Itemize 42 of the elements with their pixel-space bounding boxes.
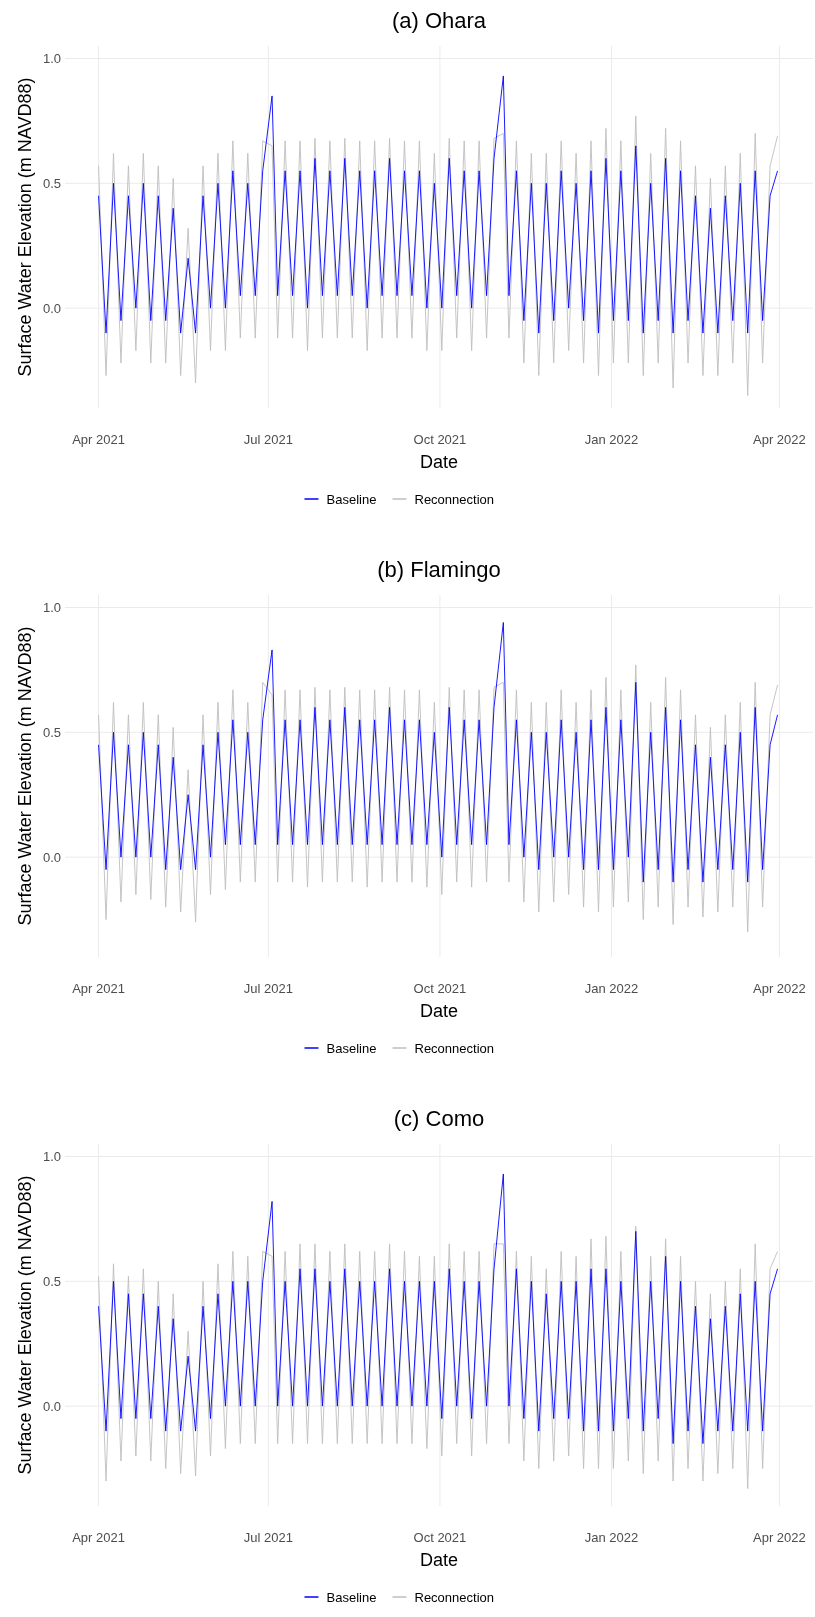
x-tick-label: Jul 2021 <box>243 432 293 447</box>
line-series <box>98 75 779 334</box>
x-tick-label: Apr 2022 <box>753 1530 806 1545</box>
legend-label: Reconnection <box>414 1589 494 1605</box>
x-tick-label: Apr 2022 <box>753 432 806 447</box>
x-tick-label: Apr 2021 <box>72 981 125 996</box>
x-tick-label: Jan 2022 <box>584 1530 639 1545</box>
line-series <box>98 1173 779 1445</box>
legend-label: Baseline <box>326 1040 377 1056</box>
chart-title: (c) Como <box>393 1106 485 1131</box>
y-tick-label: 0.5 <box>42 175 61 191</box>
line-series <box>98 622 779 883</box>
y-tick-label: 1.0 <box>42 600 61 616</box>
y-tick-label: 0.5 <box>42 724 61 740</box>
x-tick-label: Jul 2021 <box>243 981 293 996</box>
y-tick-label: 1.0 <box>42 1149 61 1165</box>
x-tick-label: Oct 2021 <box>413 1530 467 1545</box>
y-tick-label: 1.0 <box>42 51 61 67</box>
x-tick-label: Jan 2022 <box>584 981 639 996</box>
y-tick-label: 0.0 <box>42 300 61 316</box>
y-axis-title: Surface Water Elevation (m NAVD88) <box>15 1175 35 1475</box>
chart-title: (b) Flamingo <box>377 557 501 582</box>
x-axis-title: Date <box>419 452 459 472</box>
y-axis-title: Surface Water Elevation (m NAVD88) <box>15 626 35 926</box>
x-tick-label: Apr 2021 <box>72 1530 125 1545</box>
legend-label: Reconnection <box>414 1040 494 1056</box>
x-axis-title: Date <box>419 1001 459 1021</box>
x-tick-label: Jan 2022 <box>584 432 639 447</box>
legend-label: Baseline <box>326 1589 377 1605</box>
x-tick-label: Oct 2021 <box>413 981 467 996</box>
x-tick-label: Apr 2022 <box>753 981 806 996</box>
y-tick-label: 0.0 <box>42 849 61 865</box>
legend-label: Baseline <box>326 491 377 507</box>
legend-label: Reconnection <box>414 491 494 507</box>
y-tick-label: 0.0 <box>42 1398 61 1414</box>
x-tick-label: Apr 2021 <box>72 432 125 447</box>
chart-title: (a) Ohara <box>391 8 487 33</box>
x-axis-title: Date <box>419 1550 459 1570</box>
x-tick-label: Oct 2021 <box>413 432 467 447</box>
y-tick-label: 0.5 <box>42 1273 61 1289</box>
x-tick-label: Jul 2021 <box>243 1530 293 1545</box>
y-axis-title: Surface Water Elevation (m NAVD88) <box>15 77 35 377</box>
